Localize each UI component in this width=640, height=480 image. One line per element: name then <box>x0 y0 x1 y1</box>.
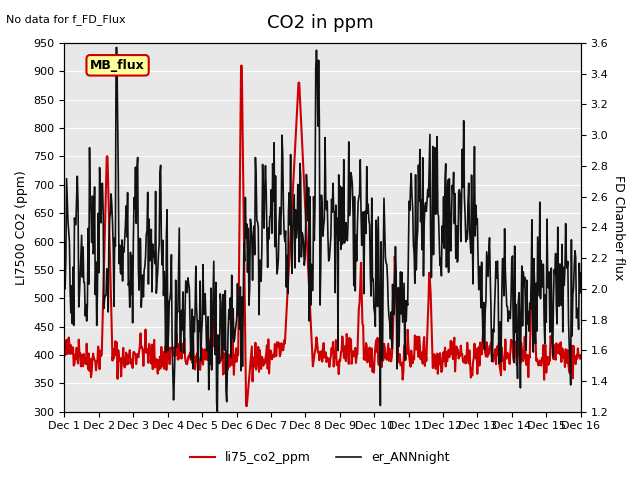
li75_co2_ppm <box>123 355 131 360</box>
Legend: li75_co2_ppm, er_ANNnight: li75_co2_ppm, er_ANNnight <box>186 446 454 469</box>
Text: CO2 in ppm: CO2 in ppm <box>267 14 373 33</box>
Y-axis label: FD Chamber flux: FD Chamber flux <box>612 175 625 280</box>
er_ANNnight <box>176 338 184 344</box>
er_ANNnight <box>402 298 410 303</box>
li75_co2_ppm <box>577 353 584 359</box>
er_ANNnight <box>387 336 394 342</box>
er_ANNnight <box>214 409 221 415</box>
er_ANNnight <box>124 190 131 195</box>
er_ANNnight <box>112 45 120 50</box>
li75_co2_ppm <box>61 348 68 354</box>
li75_co2_ppm <box>243 403 250 409</box>
li75_co2_ppm <box>237 63 245 69</box>
er_ANNnight <box>70 323 77 328</box>
Text: MB_flux: MB_flux <box>90 59 145 72</box>
Y-axis label: LI7500 CO2 (ppm): LI7500 CO2 (ppm) <box>15 170 28 285</box>
Line: er_ANNnight: er_ANNnight <box>65 48 580 412</box>
li75_co2_ppm <box>70 363 77 369</box>
li75_co2_ppm <box>175 356 183 361</box>
er_ANNnight <box>61 240 68 245</box>
li75_co2_ppm <box>203 348 211 353</box>
li75_co2_ppm <box>402 357 410 363</box>
li75_co2_ppm <box>387 356 394 361</box>
er_ANNnight <box>204 337 211 343</box>
Line: li75_co2_ppm: li75_co2_ppm <box>65 66 580 406</box>
er_ANNnight <box>577 270 584 276</box>
Text: No data for f_FD_Flux: No data for f_FD_Flux <box>6 14 126 25</box>
